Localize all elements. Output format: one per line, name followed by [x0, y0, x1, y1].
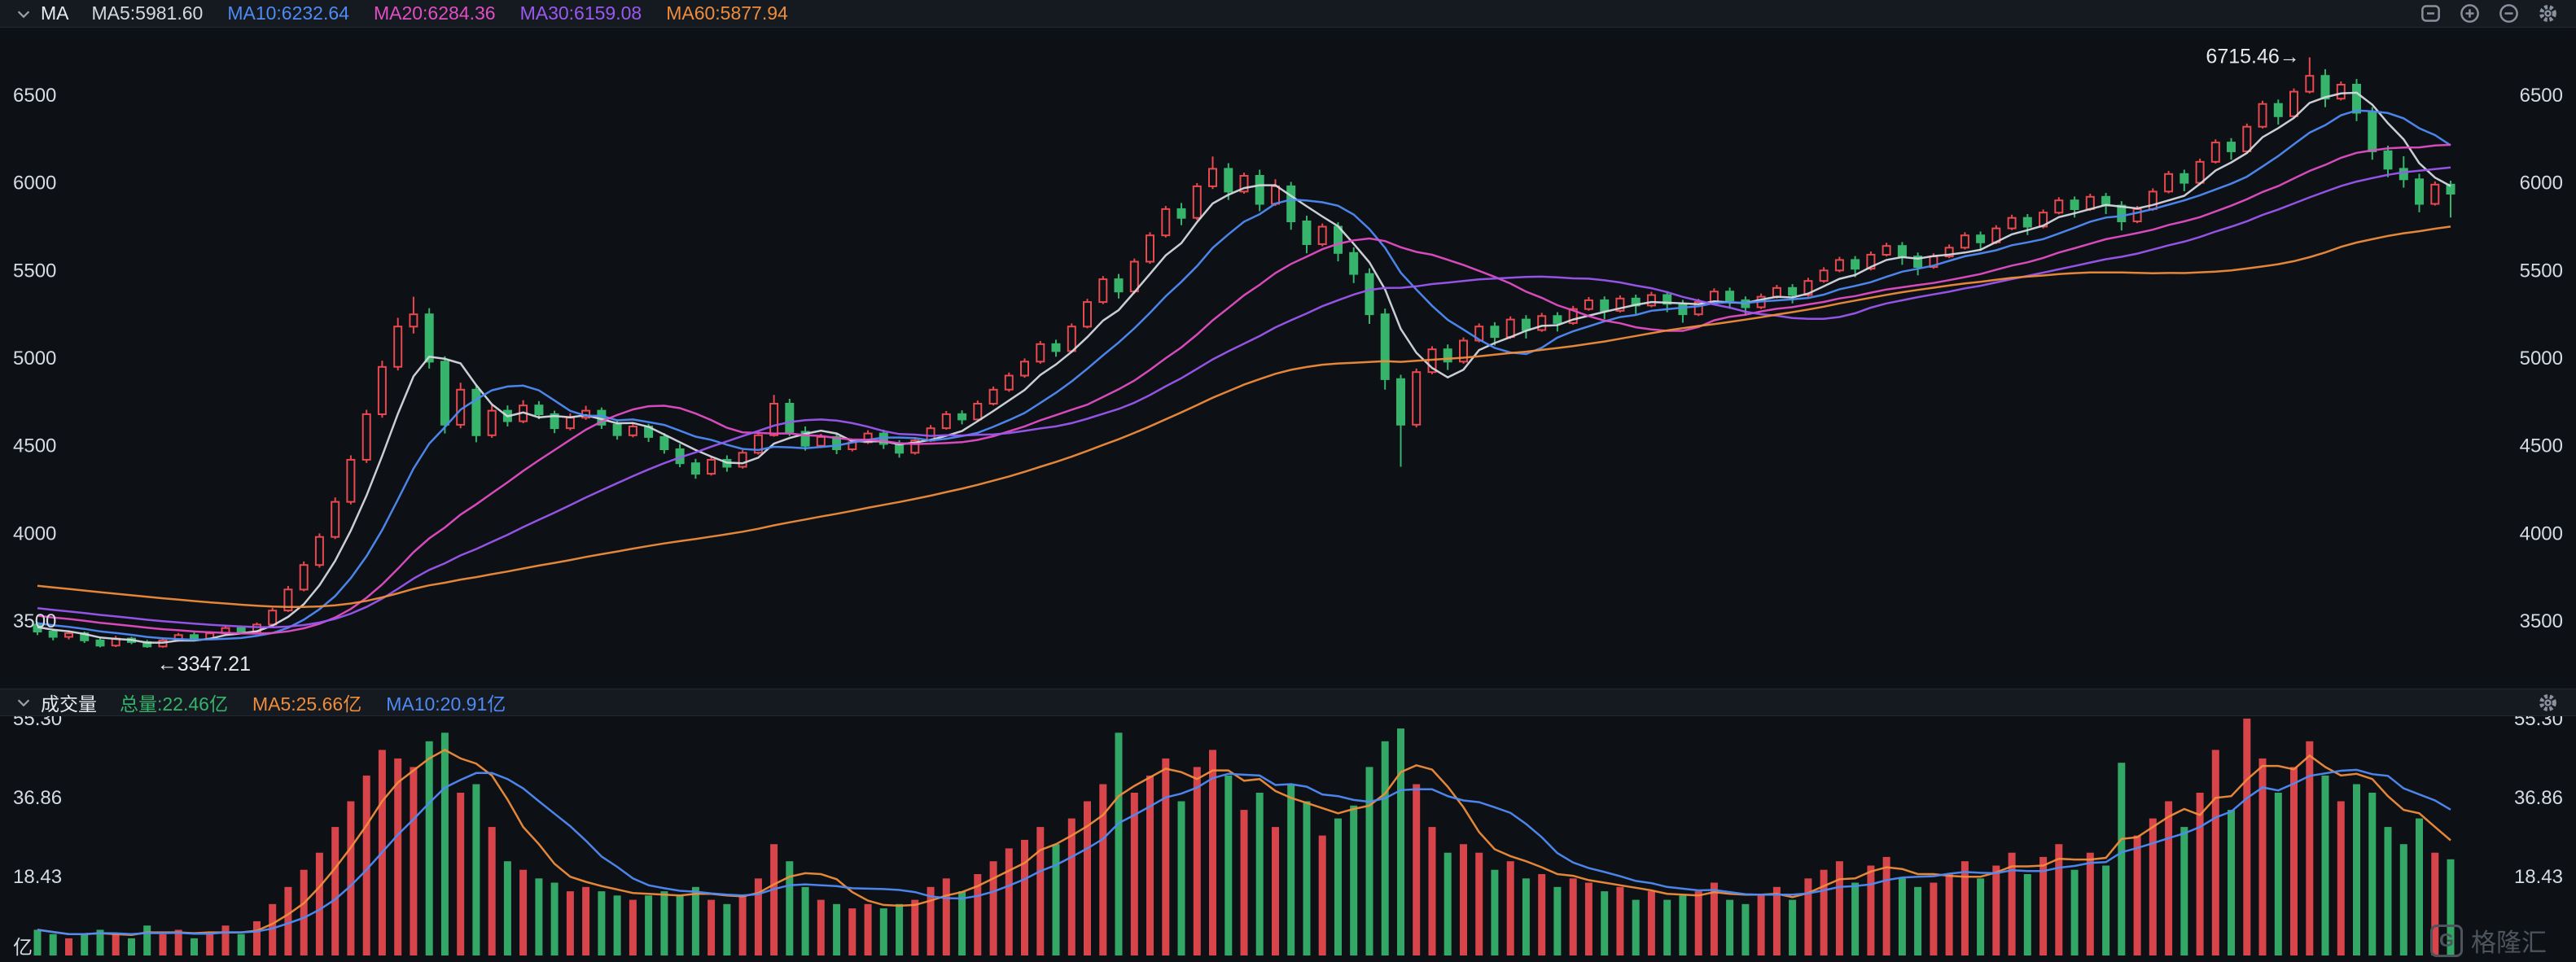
price-axis-label-left: 6500	[13, 85, 56, 107]
ma60-line	[37, 225, 2451, 608]
low-price-annotation: ←3347.21	[157, 653, 251, 676]
volume-settings-button[interactable]	[2534, 689, 2561, 716]
price-axis-label-right: 5000	[2520, 348, 2563, 369]
volume-axis-label-right: 18.43	[2514, 866, 2563, 888]
price-axis-label-right: 4500	[2520, 435, 2563, 457]
collapse-pane-button[interactable]	[2416, 0, 2444, 28]
zoom-in-button[interactable]	[2456, 0, 2483, 28]
volume-bars	[33, 718, 2455, 955]
gear-icon	[2539, 693, 2556, 711]
price-axis-label-left: 4000	[13, 523, 56, 544]
price-axis-label-left: 5500	[13, 260, 56, 282]
volume-axis-label-left: 36.86	[13, 787, 62, 809]
indicator-settings-button[interactable]	[2534, 0, 2561, 28]
volume-indicator-dropdown[interactable]: 成交量	[15, 689, 97, 716]
price-axis-label-right: 5500	[2520, 260, 2563, 282]
price-axis-label-right: 3500	[2520, 610, 2563, 632]
zoom-out-button[interactable]	[2495, 0, 2522, 28]
price-axis-label-right: 6000	[2520, 173, 2563, 195]
indicator-header: MA MA5:5981.60 MA10:6232.64 MA20:6284.36…	[0, 0, 2576, 28]
price-axis-label-left: 4500	[13, 435, 56, 457]
ma20-line	[37, 143, 2451, 635]
volume-ma5-line	[37, 748, 2451, 936]
price-axis-label-left: 3500	[13, 610, 56, 632]
volume-total-value: 总量:22.46亿	[120, 693, 228, 715]
ma10-value: MA10:6232.64	[227, 2, 349, 24]
high-price-annotation: 6715.46→	[2206, 46, 2299, 68]
minus-circle-icon	[2499, 4, 2518, 23]
volume-ma10-line	[37, 768, 2451, 935]
ma60-value: MA60:5877.94	[666, 2, 788, 24]
volume-header: 成交量 总量:22.46亿 MA5:25.66亿 MA10:20.91亿	[0, 689, 2576, 716]
price-axis-label-right: 4000	[2520, 523, 2563, 544]
watermark-text: 格隆汇	[2471, 929, 2547, 957]
indicator-label: MA	[41, 2, 69, 24]
ma30-line	[37, 166, 2451, 628]
ma-indicator-dropdown[interactable]: MA	[15, 2, 69, 24]
gear-icon	[2539, 5, 2556, 22]
volume-axis-label-left: 18.43	[13, 866, 62, 888]
price-axis-label-left: 5000	[13, 348, 56, 369]
ma30-value: MA30:6159.08	[519, 2, 642, 24]
volume-ma10-value: MA10:20.91亿	[386, 693, 506, 715]
ma5-line	[37, 91, 2451, 644]
watermark-logo: G	[2430, 924, 2463, 957]
price-axis-label-right: 6500	[2520, 85, 2563, 107]
ma10-line	[37, 109, 2451, 641]
ma5-value: MA5:5981.60	[91, 2, 204, 24]
candle-bodies	[33, 75, 2456, 648]
panel-minus-icon	[2420, 5, 2440, 22]
chevron-down-icon	[17, 699, 30, 707]
ma20-value: MA20:6284.36	[373, 2, 496, 24]
price-axis-label-left: 6000	[13, 173, 56, 195]
plus-circle-icon	[2460, 4, 2479, 23]
watermark: G 格隆汇	[2430, 922, 2547, 959]
volume-label: 成交量	[41, 693, 97, 715]
volume-unit-label: 亿	[13, 937, 33, 959]
volume-axis-label-right: 36.86	[2514, 787, 2563, 809]
chevron-down-icon	[17, 10, 30, 18]
volume-ma5-value: MA5:25.66亿	[252, 693, 362, 715]
